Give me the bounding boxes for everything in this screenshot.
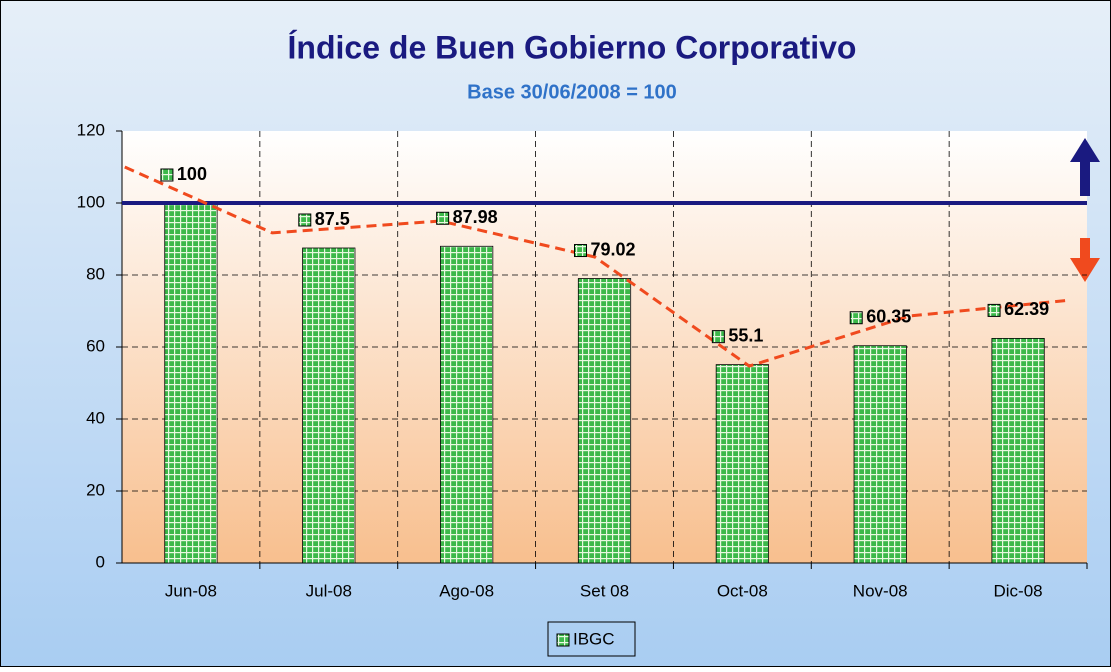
x-tick-label: Ago-08	[439, 581, 494, 600]
legend-box	[547, 621, 636, 657]
legend-key-icon	[849, 311, 863, 325]
chart-subtitle: Base 30/06/2008 = 100	[467, 81, 677, 103]
x-tick-label: Oct-08	[717, 581, 768, 600]
x-tick-label: Nov-08	[853, 581, 908, 600]
bar	[853, 345, 907, 564]
bar	[164, 202, 218, 564]
legend-key-icon	[711, 330, 725, 344]
chart-title: Índice de Buen Gobierno Corporativo	[288, 29, 857, 65]
legend-key-icon	[556, 633, 570, 647]
arrows	[1070, 138, 1100, 282]
trend-line	[124, 165, 1070, 368]
data-label: 79.02	[591, 239, 636, 259]
bar	[302, 247, 356, 564]
y-tick-label: 0	[96, 552, 105, 571]
y-tick-label: 80	[86, 264, 105, 283]
y-tick-label: 60	[86, 336, 105, 355]
legend-label: IBGC	[573, 629, 615, 648]
bar	[991, 337, 1045, 564]
x-tick-label: Jun-08	[165, 581, 217, 600]
y-tick-label: 120	[77, 120, 105, 139]
bar	[577, 278, 632, 564]
data-label: 100	[177, 164, 207, 184]
legend-key-icon	[987, 303, 1001, 317]
x-tick-label: Jul-08	[306, 581, 352, 600]
data-label: 87.5	[315, 209, 350, 229]
data-label: 87.98	[453, 207, 498, 227]
data-label: 60.35	[866, 306, 911, 326]
x-tick-label: Set 08	[580, 581, 629, 600]
y-tick-label: 100	[77, 192, 105, 211]
legend-key-icon	[574, 244, 587, 258]
x-tick-label: Dic-08	[994, 581, 1043, 600]
y-tick-label: 40	[86, 408, 105, 427]
bar	[440, 245, 494, 564]
data-label: 62.39	[1004, 299, 1049, 319]
y-tick-label: 20	[86, 480, 105, 499]
data-label: 55.1	[728, 325, 763, 345]
legend-key-icon	[160, 168, 174, 182]
legend-key-icon	[436, 211, 450, 225]
legend-key-icon	[298, 213, 312, 227]
bar	[715, 364, 769, 564]
